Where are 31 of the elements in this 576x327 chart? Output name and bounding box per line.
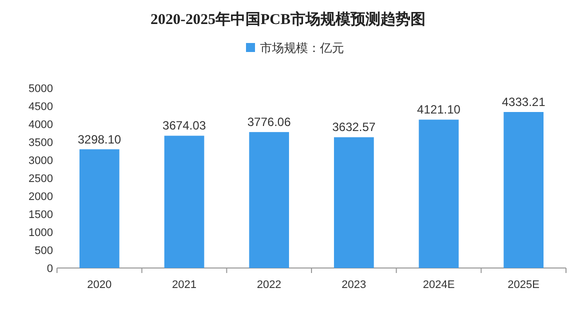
x-tick-label: 2024E bbox=[422, 279, 455, 291]
y-tick-label: 2000 bbox=[28, 191, 53, 203]
y-tick-label: 1000 bbox=[28, 227, 53, 239]
x-tick-label: 2025E bbox=[508, 279, 540, 291]
text: 4121.10 bbox=[417, 102, 460, 117]
x-tick-label: 2021 bbox=[172, 279, 196, 291]
text: 3298.10 bbox=[78, 132, 122, 146]
y-tick-label: 2500 bbox=[28, 173, 53, 185]
text: 4333.21 bbox=[502, 95, 546, 110]
x-tick-label: 2023 bbox=[342, 279, 366, 291]
y-tick-label: 500 bbox=[34, 245, 53, 257]
y-tick-label: 0 bbox=[46, 263, 53, 275]
bar bbox=[79, 149, 120, 268]
y-tick-label: 4000 bbox=[28, 119, 53, 131]
bar bbox=[249, 132, 290, 268]
text: 3674.03 bbox=[162, 118, 206, 133]
y-tick-label: 3500 bbox=[28, 137, 53, 149]
y-tick-label: 3000 bbox=[28, 155, 53, 167]
chart-title: 2020-2025年中国PCB市场规模预测趋势图 bbox=[150, 10, 426, 28]
y-tick-label: 1500 bbox=[28, 209, 53, 221]
bar bbox=[334, 137, 374, 268]
text: 3632.57 bbox=[332, 120, 376, 134]
y-tick-label: 4500 bbox=[28, 101, 53, 113]
bar bbox=[418, 120, 459, 268]
x-tick-label: 2020 bbox=[87, 279, 112, 291]
x-tick-label: 2022 bbox=[256, 279, 282, 291]
text: 3776.06 bbox=[247, 115, 291, 130]
legend: 市场规模：亿元 bbox=[246, 41, 344, 55]
bar bbox=[504, 112, 544, 268]
y-tick-label: 5000 bbox=[28, 83, 53, 95]
bar bbox=[164, 136, 204, 268]
